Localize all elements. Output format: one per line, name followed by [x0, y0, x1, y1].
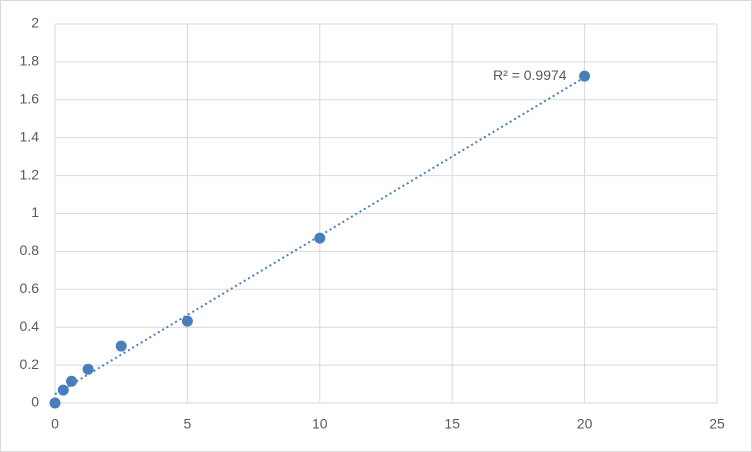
- y-tick-label: 0.4: [20, 318, 40, 334]
- x-tick-label: 0: [51, 416, 59, 432]
- point: [115, 340, 127, 352]
- y-tick-label: 1.4: [20, 128, 40, 144]
- x-tick-label: 15: [444, 416, 460, 432]
- y-tick-label: 0: [31, 394, 39, 410]
- x-tick-label: 25: [709, 416, 725, 432]
- x-tick-label: 5: [184, 416, 192, 432]
- point: [181, 315, 193, 327]
- y-tick-label: 0.2: [20, 356, 40, 372]
- y-tick-label: 0.8: [20, 242, 40, 258]
- y-tick-label: 1.6: [20, 91, 40, 107]
- point: [49, 397, 61, 409]
- y-tick-label: 0.6: [20, 280, 40, 296]
- point: [57, 384, 69, 396]
- point: [579, 70, 591, 82]
- y-tick-label: 1: [31, 204, 39, 220]
- y-tick-label: 2: [31, 15, 39, 31]
- point: [82, 363, 94, 375]
- x-tick-label: 10: [312, 416, 328, 432]
- point: [314, 232, 326, 244]
- trendline-label: R² = 0.9974: [493, 67, 567, 83]
- point: [66, 375, 78, 387]
- x-tick-label: 20: [577, 416, 593, 432]
- y-tick-label: 1.8: [20, 53, 40, 69]
- y-tick-label: 1.2: [20, 166, 40, 182]
